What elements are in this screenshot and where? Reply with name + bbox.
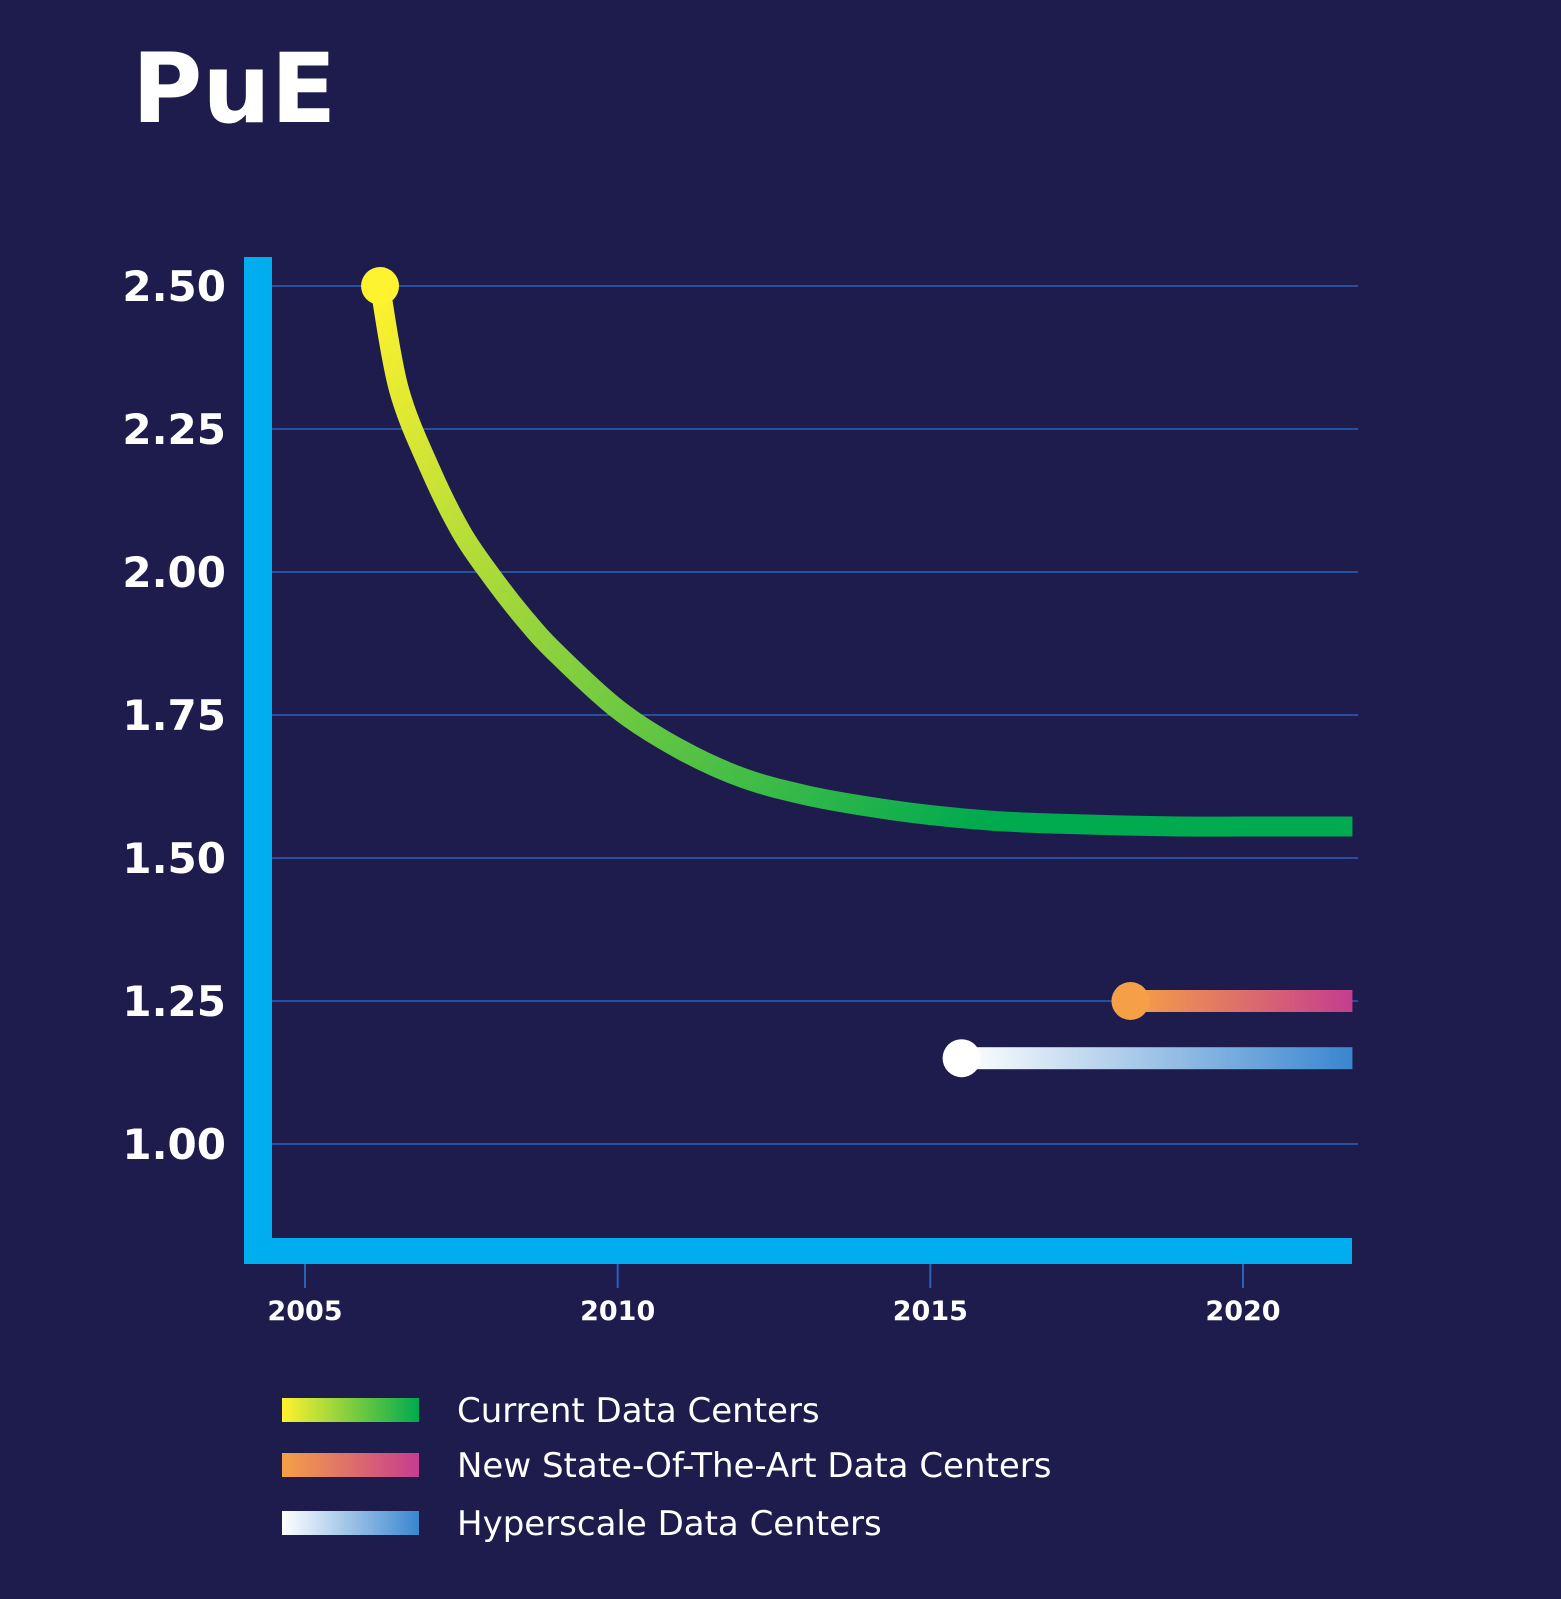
y-tick-label: 1.75: [122, 691, 226, 740]
series-line-new: [1130, 990, 1353, 1012]
series-start-point: [361, 267, 400, 305]
series-start-point: [1111, 982, 1150, 1020]
y-tick-label: 1.25: [122, 977, 226, 1026]
chart-title: PuE: [132, 33, 336, 145]
series-line-hyperscale: [961, 1047, 1353, 1070]
legend-label: Current Data Centers: [457, 1391, 820, 1431]
x-tick-label: 2015: [893, 1296, 968, 1327]
y-axis: [244, 257, 272, 1264]
legend-swatch: [282, 1511, 419, 1535]
grid-lines: [272, 285, 1358, 1145]
legend-label: Hyperscale Data Centers: [457, 1504, 882, 1544]
x-ticks: 2005 2010 2015 2020: [267, 1264, 1281, 1327]
y-tick-labels: 2.50 2.25 2.00 1.75 1.50 1.25 1.00: [122, 262, 226, 1169]
y-tick-label: 1.00: [122, 1120, 226, 1169]
legend: Current Data Centers New State-Of-The-Art…: [282, 1391, 1051, 1544]
legend-swatch: [282, 1453, 419, 1477]
y-tick-label: 2.00: [122, 548, 226, 597]
x-tick-label: 2020: [1205, 1296, 1280, 1327]
legend-swatch: [282, 1398, 419, 1422]
x-axis: [244, 1238, 1352, 1264]
x-tick-label: 2005: [267, 1296, 342, 1327]
series-line-current: [370, 284, 1353, 837]
x-tick-label: 2010: [580, 1296, 655, 1327]
y-tick-label: 2.50: [122, 262, 226, 311]
y-tick-label: 2.25: [122, 405, 226, 454]
series-start-point: [942, 1039, 981, 1078]
series-lines: [361, 267, 1353, 1078]
y-tick-label: 1.50: [122, 834, 226, 883]
legend-label: New State-Of-The-Art Data Centers: [457, 1446, 1051, 1486]
